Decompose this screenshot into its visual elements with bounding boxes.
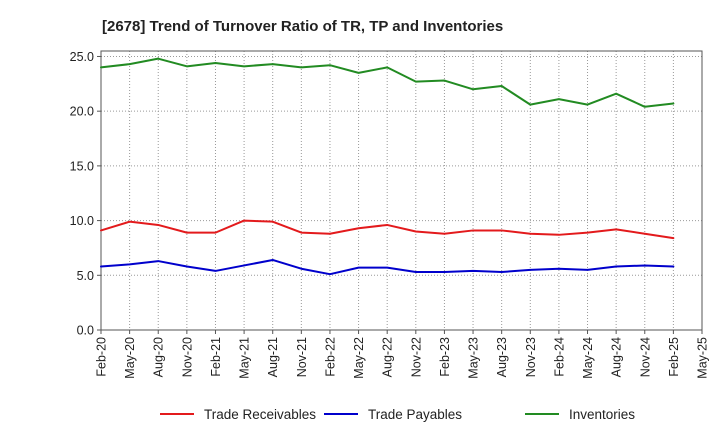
grid-lines — [101, 51, 702, 330]
x-tick-label: Aug-21 — [266, 337, 280, 377]
series-line-trade-payables — [100, 258, 675, 276]
x-tick-label: Feb-21 — [209, 337, 223, 377]
y-tick-label: 10.0 — [70, 214, 94, 228]
y-axis-ticks: 0.0 5.0 10.0 15.0 20.0 25.0 — [70, 50, 101, 338]
series-line-inventories — [100, 57, 675, 108]
x-tick-label: Nov-22 — [409, 337, 423, 377]
legend-label-trade-receivables: Trade Receivables — [204, 407, 316, 422]
x-tick-label: Nov-21 — [295, 337, 309, 377]
x-tick-label: Aug-20 — [152, 337, 166, 377]
x-tick-label: May-21 — [238, 337, 252, 379]
x-tick-label: May-25 — [696, 337, 710, 379]
x-tick-label: Nov-23 — [524, 337, 538, 377]
x-tick-label: Feb-24 — [552, 337, 566, 377]
x-tick-label: Feb-20 — [95, 337, 109, 377]
legend: Trade Receivables Trade Payables Inventori… — [160, 407, 635, 422]
y-tick-label: 0.0 — [77, 324, 94, 338]
y-tick-label: 20.0 — [70, 105, 94, 119]
x-tick-label: Aug-22 — [381, 337, 395, 377]
x-tick-label: Feb-22 — [323, 337, 337, 377]
plot-frame — [100, 50, 703, 331]
chart-title: [2678] Trend of Turnover Ratio of TR, TP… — [102, 18, 503, 35]
x-tick-label: May-24 — [581, 337, 595, 379]
series-line-trade-receivables — [100, 219, 675, 240]
x-tick-label: Feb-25 — [667, 337, 681, 377]
x-axis-ticks: Feb-20 May-20 Aug-20 Nov-20 Feb-21 May-21 Aug-… — [95, 330, 710, 379]
x-tick-label: May-20 — [123, 337, 137, 379]
series-lines — [100, 57, 675, 276]
y-tick-label: 25.0 — [70, 50, 94, 64]
x-tick-label: Nov-24 — [638, 337, 652, 377]
y-tick-label: 5.0 — [77, 269, 94, 283]
x-tick-label: Nov-20 — [180, 337, 194, 377]
x-tick-label: Feb-23 — [438, 337, 452, 377]
x-tick-label: Aug-23 — [495, 337, 509, 377]
x-tick-label: May-22 — [352, 337, 366, 379]
x-tick-label: Aug-24 — [610, 337, 624, 377]
y-tick-label: 15.0 — [70, 159, 94, 173]
x-tick-label: May-23 — [467, 337, 481, 379]
legend-label-trade-payables: Trade Payables — [368, 407, 462, 422]
legend-label-inventories: Inventories — [569, 407, 635, 422]
